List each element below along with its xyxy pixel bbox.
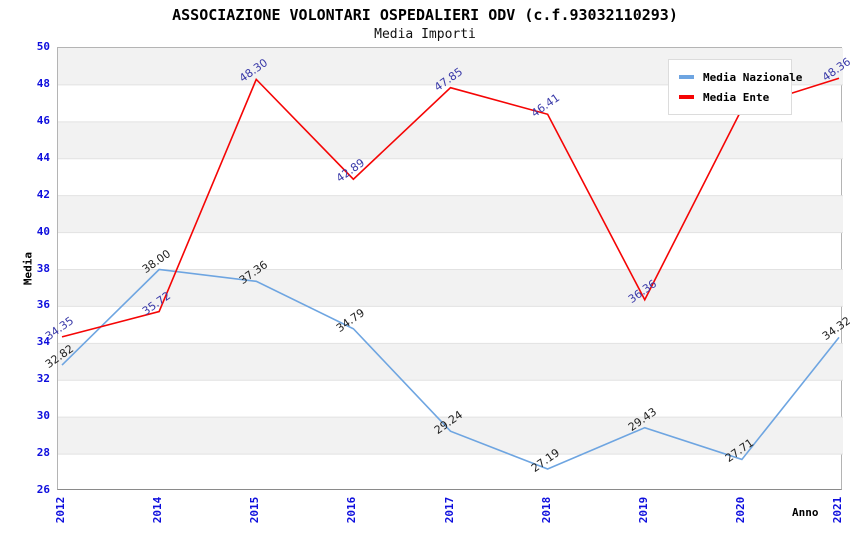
legend-label: Media Ente: [703, 90, 770, 104]
y-tick-label: 42: [36, 187, 50, 201]
background-band: [58, 343, 843, 381]
y-tick-label: 44: [36, 150, 50, 164]
y-tick-label: 32: [36, 372, 50, 386]
legend-swatch-icon: [679, 95, 694, 99]
chart-canvas: [58, 48, 843, 470]
background-band: [58, 121, 843, 159]
series-line-media-ente: [61, 77, 840, 338]
chart-subtitle: Media Importi: [374, 27, 476, 42]
y-tick-label: 50: [36, 40, 50, 53]
y-tick-label: 26: [36, 483, 50, 496]
y-tick-label: 28: [36, 446, 50, 460]
x-tick-label: 2012: [54, 496, 67, 524]
background-band: [58, 417, 843, 455]
y-tick-label: 40: [36, 224, 50, 238]
x-tick-label: 2021: [831, 496, 844, 524]
background-band: [58, 269, 843, 307]
chart-title: ASSOCIAZIONE VOLONTARI OSPEDALIERI ODV (…: [172, 6, 678, 24]
legend: Media Nazionale Media Ente: [668, 59, 802, 115]
x-tick-label: 2019: [636, 496, 650, 524]
plot-area: 32.82 38.00 37.36 34.79 29.24 27.19 29.43 27.71…: [43, 47, 850, 490]
x-tick-label: 2016: [345, 496, 359, 524]
y-tick-label: 36: [36, 298, 50, 312]
y-tick-label: 34: [36, 335, 50, 349]
x-tick-label: 2018: [539, 496, 553, 524]
x-tick-label: 2020: [733, 496, 747, 524]
legend-label: Media Nazionale: [703, 70, 803, 84]
y-tick-label: 48: [36, 76, 50, 90]
legend-swatch-icon: [679, 75, 694, 79]
x-axis-title: Anno: [792, 506, 819, 519]
y-tick-label: 38: [36, 261, 50, 275]
y-tick-label: 30: [36, 409, 50, 423]
legend-item-media-ente: Media Ente: [679, 87, 791, 107]
legend-item-media-nazionale: Media Nazionale: [679, 67, 802, 87]
x-tick-label: 2015: [248, 496, 262, 524]
y-tick-label: 46: [36, 113, 50, 127]
series-line-media-nazionale: [61, 268, 840, 470]
background-band: [58, 195, 843, 233]
x-tick-label: 2014: [151, 496, 165, 524]
x-tick-label: 2017: [442, 496, 456, 524]
